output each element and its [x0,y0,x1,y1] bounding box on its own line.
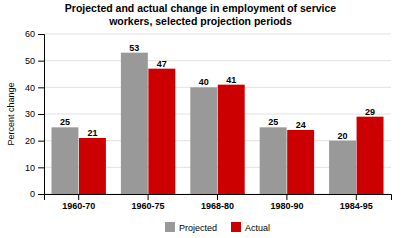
title: Projected and actual change in employmen… [65,2,336,27]
tick-label: 20 [25,136,35,146]
tick: 0 [30,189,44,199]
legend: Projected Actual [165,222,270,233]
data-label: 40 [199,77,209,87]
data-label: 20 [338,131,348,141]
tick-mark [38,34,44,35]
bar [190,87,217,194]
tick: 50 [25,56,44,66]
x-axis: 1960-70 1960-75 1968-80 1980-90 1984-95 [45,194,392,211]
grid [44,34,391,194]
bar [260,127,287,194]
tick-mark [38,141,44,142]
y-axis: 0 10 20 30 40 50 60 [25,29,45,199]
legend-swatch [165,222,175,232]
bar [357,117,384,194]
bars [51,53,383,194]
data-label: 41 [226,75,236,85]
tick-mark [38,61,44,62]
tick-mark [38,167,44,168]
tick: 10 [25,163,44,173]
bar [329,141,356,194]
chart: Projected and actual change in employmen… [0,0,401,238]
data-label: 25 [60,117,70,127]
legend-label: Actual [245,223,270,233]
legend-item: Actual [231,222,270,233]
bar [287,130,314,194]
tick-label: 1968-80 [201,201,234,211]
legend-label: Projected [179,223,217,233]
tick: 1960-70 [62,194,95,211]
grid-line [44,60,391,61]
data-label: 47 [157,59,167,69]
data-label: 53 [129,43,139,53]
grid-line [44,34,391,35]
tick: 60 [25,29,44,39]
tick-mark [38,194,44,195]
tick: 20 [25,136,44,146]
tick-label: 1960-70 [62,201,95,211]
bar [218,85,245,194]
tick-label: 60 [25,29,35,39]
axis-line [45,195,392,201]
axis-line [38,35,45,195]
tick-mark [217,194,218,200]
tick-mark [286,194,287,200]
tick: 1968-80 [201,194,234,211]
tick: 1984-95 [340,194,373,211]
tick-mark [38,114,44,115]
plot: 25 53 40 25 20 21 47 41 24 29 0 10 20 30 40 50 60 1960-70… [25,29,392,211]
tick-mark [78,194,79,200]
tick-label: 10 [25,163,35,173]
tick-mark [148,194,149,200]
data-labels: 25 53 40 25 20 21 47 41 24 29 [60,43,375,141]
data-label: 24 [296,120,306,130]
tick-mark [38,87,44,88]
tick-label: 50 [25,56,35,66]
grid-line [44,87,391,88]
tick-mark [356,194,357,200]
legend-item: Projected [165,222,217,233]
bar [51,127,78,194]
y-axis-label: Percent change [6,82,16,145]
tick: 40 [25,83,44,93]
tick-label: 30 [25,109,35,119]
tick-label: 40 [25,83,35,93]
tick: 1960-75 [132,194,165,211]
tick-label: 0 [30,189,35,199]
tick-label: 1980-90 [270,201,303,211]
data-label: 21 [87,128,97,138]
tick-label: 1984-95 [340,201,373,211]
tick-label: 1960-75 [132,201,165,211]
bar [79,138,106,194]
bar [121,53,148,194]
data-label: 29 [365,107,375,117]
data-label: 25 [268,117,278,127]
legend-swatch [231,222,241,232]
bar [148,69,175,194]
tick: 30 [25,109,44,119]
tick: 1980-90 [270,194,303,211]
grid-line [44,114,391,115]
